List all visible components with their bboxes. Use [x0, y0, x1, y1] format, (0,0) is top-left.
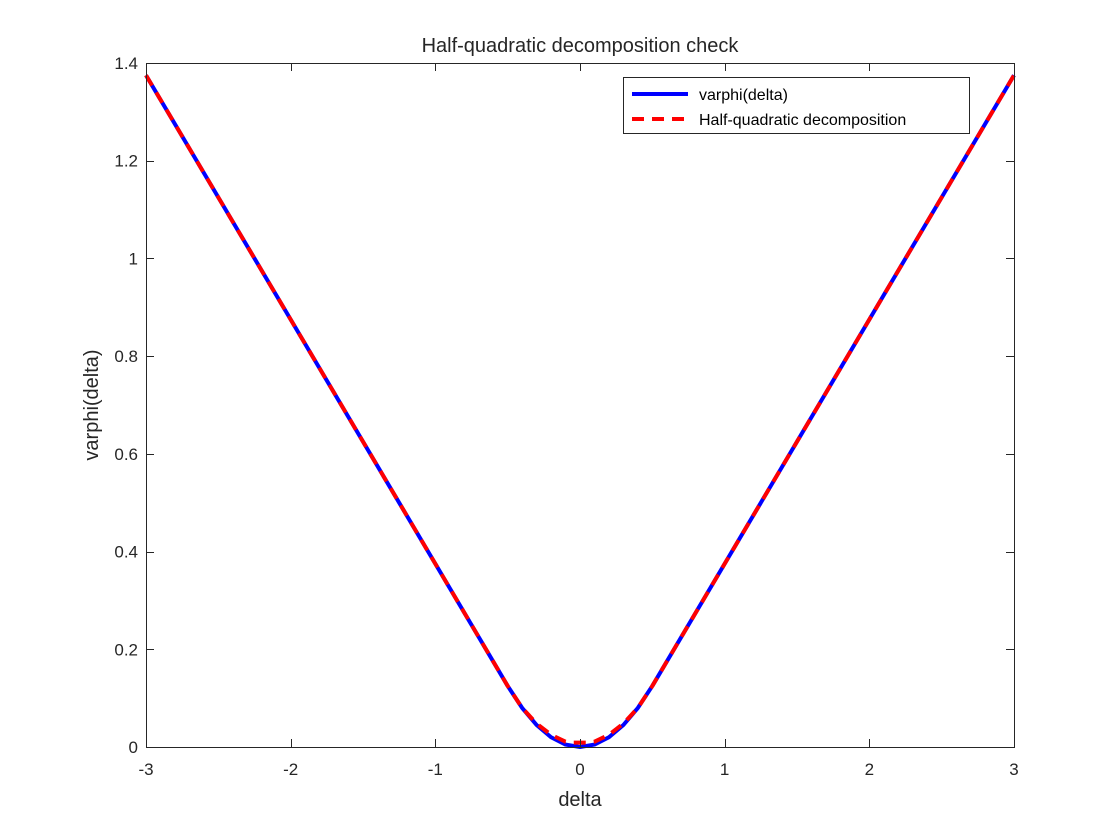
- y-tick-label: 0: [129, 738, 138, 757]
- y-tick-label: 0.4: [114, 543, 138, 562]
- x-tick-label: 1: [720, 760, 729, 779]
- x-tick-label: 2: [865, 760, 874, 779]
- y-tick-label: 0.6: [114, 445, 138, 464]
- plot-area: [146, 63, 1014, 747]
- y-tick-label: 1: [129, 249, 138, 268]
- x-tick-label: 3: [1009, 760, 1018, 779]
- legend-box: [623, 77, 970, 134]
- y-tick-label: 1.4: [114, 54, 138, 73]
- x-tick-label: 0: [575, 760, 584, 779]
- y-tick-label: 0.2: [114, 640, 138, 659]
- legend: varphi(delta) Half-quadratic decompositi…: [623, 77, 970, 134]
- y-tick-label: 0.8: [114, 347, 138, 366]
- legend-label-half-quadratic: Half-quadratic decomposition: [699, 112, 906, 129]
- x-tick-label: -2: [283, 760, 298, 779]
- chart-title: Half-quadratic decomposition check: [422, 35, 740, 57]
- x-tick-label: -3: [138, 760, 153, 779]
- y-tick-label: 1.2: [114, 152, 138, 171]
- x-axis-ticks: -3 -2 -1 0 1 2 3: [138, 63, 1019, 779]
- x-axis-label: delta: [558, 789, 602, 811]
- y-axis-ticks: 0 0.2 0.4 0.6 0.8 1 1.2 1.4: [114, 54, 1014, 757]
- legend-label-varphi: varphi(delta): [699, 87, 788, 104]
- y-axis-label: varphi(delta): [81, 349, 103, 460]
- x-tick-label: -1: [428, 760, 443, 779]
